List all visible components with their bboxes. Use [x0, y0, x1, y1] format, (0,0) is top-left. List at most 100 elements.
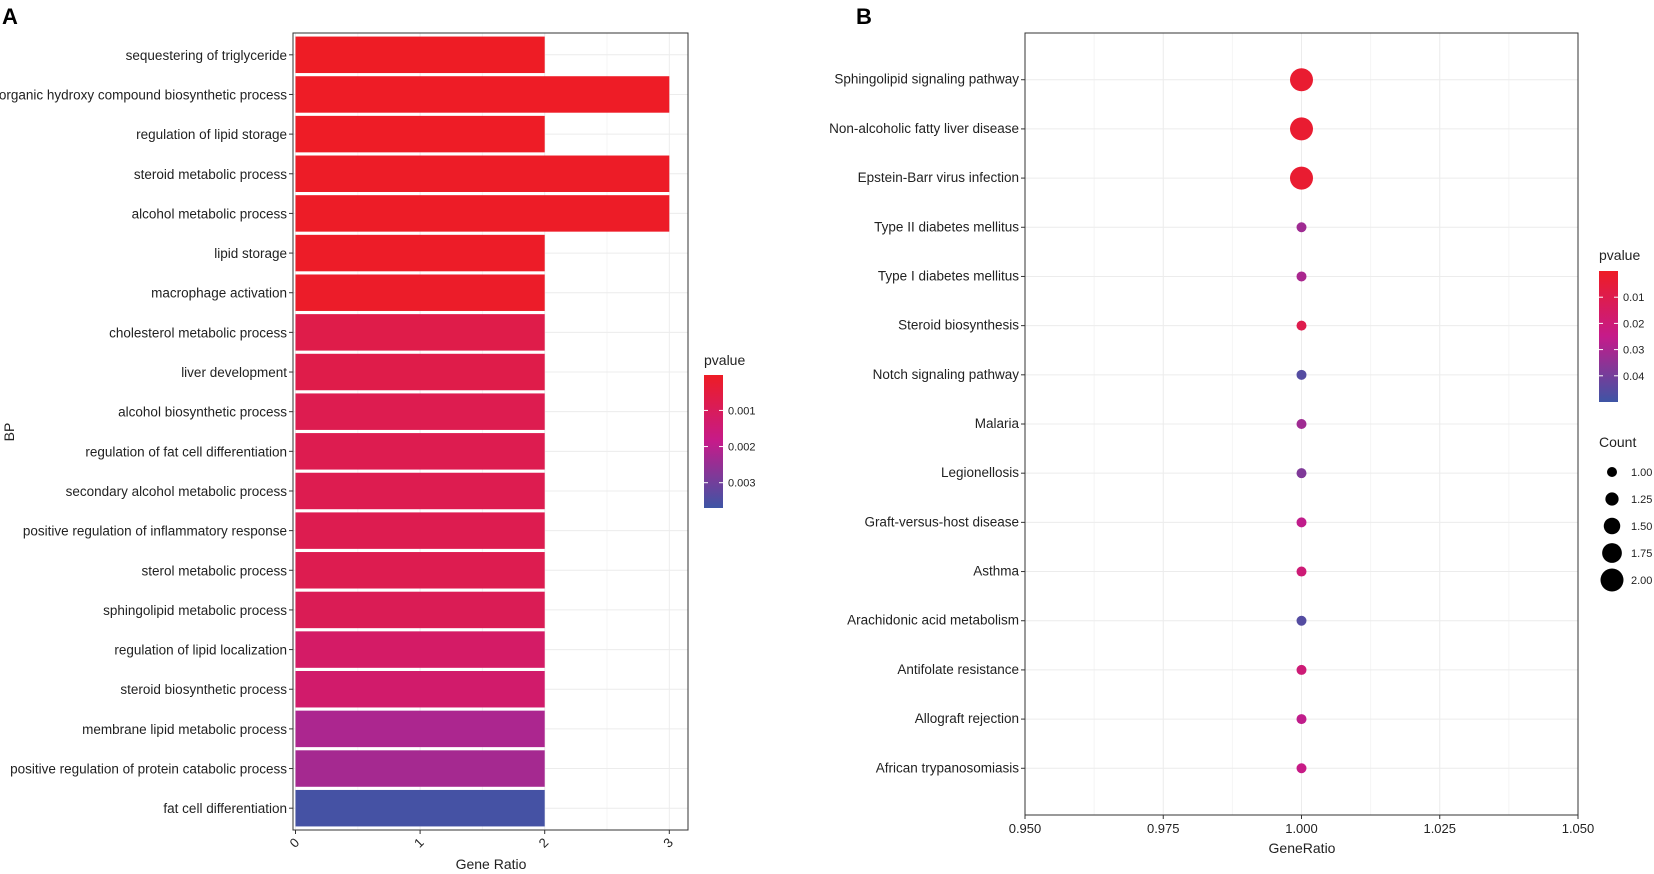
panel-a-letter: A — [2, 4, 18, 29]
chart-a-y-axis-title: BP — [1, 423, 17, 442]
chart-b-size-legend-label-2: 1.50 — [1631, 521, 1652, 533]
chart-a-xtick-label-1: 1 — [411, 835, 427, 851]
chart-a-ytick-label-2: regulation of lipid storage — [136, 127, 287, 142]
chart-b-point-8 — [1296, 468, 1307, 479]
chart-b-kegg-dotplot: Sphingolipid signaling pathway Non-alcoho… — [829, 32, 1652, 856]
chart-b-point-1 — [1290, 117, 1313, 141]
chart-a-bar-17 — [295, 710, 545, 748]
chart-b-xtick-label-0: 0.950 — [1009, 821, 1042, 836]
chart-a-bar-4 — [295, 195, 670, 232]
chart-b-xtick-label-2: 1.000 — [1285, 821, 1318, 836]
chart-a-ytick-label-8: liver development — [181, 365, 287, 380]
chart-a-bar-15 — [295, 631, 545, 668]
chart-a-ytick-label-16: steroid biosynthetic process — [120, 682, 287, 697]
chart-a-bar-10 — [295, 433, 545, 470]
chart-a-bar-14 — [295, 591, 545, 629]
chart-a-gene-ratio-bars: sequestering of triglyceride organic hydr… — [0, 32, 756, 872]
chart-a-ytick-label-17: membrane lipid metabolic process — [82, 722, 287, 737]
chart-a-bar-8 — [295, 353, 545, 391]
chart-a-legend-title: pvalue — [704, 352, 745, 368]
chart-b-size-legend-label-4: 2.00 — [1631, 575, 1652, 587]
chart-a-ytick-label-7: cholesterol metabolic process — [109, 325, 287, 340]
chart-b-point-13 — [1296, 714, 1307, 725]
chart-a-legend-colorbar — [704, 375, 723, 508]
chart-b-ytick-label-3: Type II diabetes mellitus — [874, 219, 1019, 234]
chart-b-xtick-label-3: 1.025 — [1423, 821, 1456, 836]
chart-b-ytick-label-0: Sphingolipid signaling pathway — [834, 72, 1019, 87]
chart-a-ytick-label-4: alcohol metabolic process — [132, 206, 288, 221]
chart-b-size-legend-dot-3 — [1602, 543, 1622, 563]
chart-b-ytick-label-7: Malaria — [975, 416, 1020, 431]
chart-b-ytick-label-4: Type I diabetes mellitus — [878, 268, 1019, 283]
chart-a-legend-ticks: 0.001 0.002 0.003 — [704, 405, 756, 490]
chart-b-point-4 — [1296, 271, 1307, 282]
chart-a-x-ticks: 0 1 2 3 — [286, 830, 676, 851]
chart-b-size-legend: 1.00 1.25 1.50 1.75 2.00 — [1600, 467, 1652, 592]
chart-b-ytick-label-5: Steroid biosynthesis — [898, 318, 1019, 333]
chart-a-plot-area — [293, 33, 688, 830]
chart-b-point-0 — [1290, 68, 1313, 92]
chart-a-bar-5 — [295, 234, 545, 272]
chart-a-bar-19 — [295, 789, 545, 827]
chart-a-legend: pvalue 0.001 0.002 0.003 — [704, 352, 756, 508]
chart-b-points — [1290, 68, 1313, 774]
chart-b-point-2 — [1290, 166, 1313, 190]
chart-b-ytick-label-10: Asthma — [973, 564, 1019, 579]
chart-b-point-5 — [1296, 320, 1307, 331]
chart-b-x-axis-title: GeneRatio — [1269, 840, 1336, 856]
panel-b-letter: B — [856, 4, 872, 29]
chart-a-bar-9 — [295, 393, 545, 430]
chart-b-ytick-label-12: Antifolate resistance — [897, 662, 1019, 677]
chart-a-bar-3 — [295, 155, 670, 193]
chart-a-ytick-label-14: sphingolipid metabolic process — [103, 603, 287, 618]
chart-a-y-ticks: sequestering of triglyceride organic hydr… — [0, 48, 293, 816]
chart-b-x-ticks: 0.950 0.975 1.000 1.025 1.050 — [1009, 815, 1595, 836]
chart-a-legend-label-2: 0.003 — [728, 478, 756, 490]
chart-a-xtick-label-0: 0 — [286, 835, 302, 851]
chart-a-xtick-label-3: 3 — [660, 835, 676, 851]
chart-a-bar-0 — [295, 36, 545, 74]
chart-b-color-legend-label-0: 0.01 — [1623, 292, 1644, 304]
chart-a-ytick-label-19: fat cell differentiation — [163, 801, 287, 816]
chart-a-ytick-label-18: positive regulation of protein catabolic… — [10, 762, 287, 777]
chart-a-ytick-label-13: sterol metabolic process — [141, 563, 287, 578]
chart-a-ytick-label-5: lipid storage — [214, 246, 287, 261]
chart-b-color-legend-title: pvalue — [1599, 247, 1640, 263]
chart-b-point-10 — [1296, 566, 1307, 577]
chart-a-bar-11 — [295, 472, 545, 510]
chart-b-xtick-label-1: 0.975 — [1147, 821, 1180, 836]
chart-b-size-legend-label-0: 1.00 — [1631, 467, 1652, 479]
chart-b-ytick-label-9: Graft-versus-host disease — [864, 514, 1019, 529]
chart-a-ytick-label-11: secondary alcohol metabolic process — [66, 484, 288, 499]
chart-a-x-axis-title: Gene Ratio — [456, 856, 527, 872]
chart-b-xtick-label-4: 1.050 — [1562, 821, 1595, 836]
chart-b-ytick-label-11: Arachidonic acid metabolism — [847, 613, 1019, 628]
chart-a-bar-13 — [295, 552, 545, 589]
chart-a-bar-7 — [295, 314, 545, 351]
chart-a-bar-16 — [295, 670, 545, 708]
chart-b-y-ticks: Sphingolipid signaling pathway Non-alcoho… — [829, 72, 1025, 775]
chart-b-ytick-label-2: Epstein-Barr virus infection — [858, 170, 1019, 185]
chart-b-ytick-label-13: Allograft rejection — [915, 711, 1019, 726]
chart-a-ytick-label-6: macrophage activation — [151, 286, 287, 301]
chart-b-ytick-label-8: Legionellosis — [941, 465, 1019, 480]
chart-a-ytick-label-9: alcohol biosynthetic process — [118, 405, 287, 420]
chart-b-size-legend-label-3: 1.75 — [1631, 548, 1652, 560]
chart-a-ytick-label-0: sequestering of triglyceride — [126, 48, 287, 63]
chart-b-color-legend-label-1: 0.02 — [1623, 318, 1644, 330]
chart-b-legend-colorbar — [1599, 271, 1618, 402]
chart-b-point-14 — [1296, 763, 1307, 774]
chart-a-bar-6 — [295, 274, 545, 311]
chart-b-point-12 — [1296, 664, 1307, 675]
chart-a-legend-label-1: 0.002 — [728, 442, 756, 454]
chart-a-panel-border — [292, 32, 689, 831]
chart-b-point-9 — [1296, 517, 1307, 528]
chart-a-ytick-label-3: steroid metabolic process — [134, 167, 287, 182]
chart-a-legend-label-0: 0.001 — [728, 405, 756, 417]
chart-b-size-legend-label-1: 1.25 — [1631, 494, 1652, 506]
chart-b-size-legend-dot-2 — [1603, 517, 1621, 535]
chart-a-ytick-label-10: regulation of fat cell differentiation — [85, 444, 287, 459]
chart-b-ytick-label-6: Notch signaling pathway — [873, 367, 1020, 382]
chart-a-bar-18 — [295, 750, 545, 787]
